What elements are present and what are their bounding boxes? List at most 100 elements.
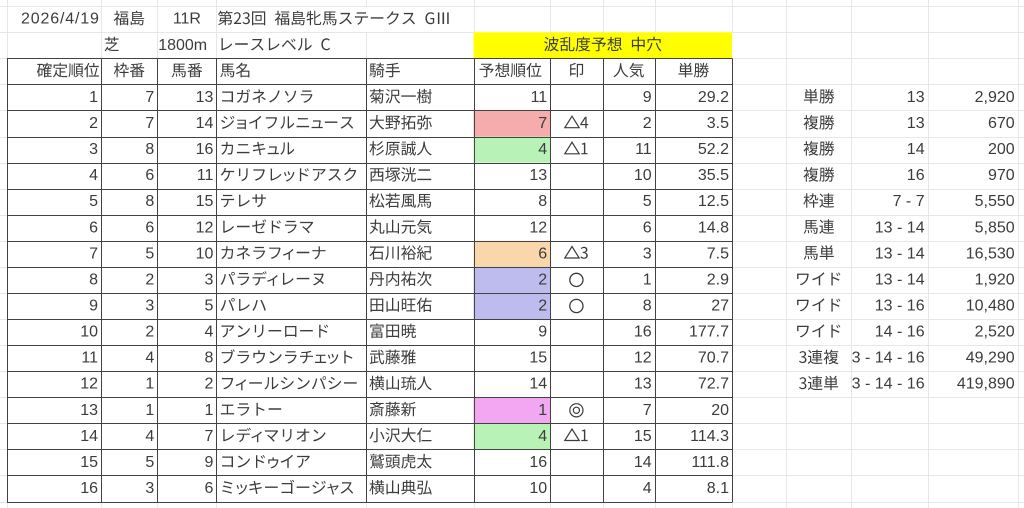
svg-text:10: 10 (80, 324, 98, 341)
svg-text:8: 8 (89, 271, 98, 288)
svg-text:11: 11 (197, 167, 214, 184)
svg-text:3: 3 (204, 271, 213, 288)
svg-text:29.2: 29.2 (698, 89, 729, 106)
svg-text:7: 7 (643, 402, 652, 419)
svg-text:8.1: 8.1 (707, 480, 729, 497)
svg-text:7: 7 (204, 428, 213, 445)
svg-text:16,530: 16,530 (966, 245, 1015, 262)
svg-text:3: 3 (145, 480, 154, 497)
svg-text:4: 4 (643, 480, 652, 497)
svg-text:6: 6 (204, 480, 213, 497)
svg-text:10,480: 10,480 (966, 298, 1015, 315)
svg-text:670: 670 (988, 115, 1015, 132)
svg-text:2,520: 2,520 (975, 324, 1015, 341)
svg-text:13: 13 (80, 402, 98, 419)
svg-text:1: 1 (538, 402, 547, 419)
svg-text:8: 8 (145, 193, 154, 210)
svg-text:2: 2 (145, 271, 154, 288)
svg-text:16: 16 (634, 324, 652, 341)
svg-text:6: 6 (538, 245, 547, 262)
svg-text:35.5: 35.5 (698, 167, 729, 184)
svg-text:5,550: 5,550 (975, 193, 1015, 210)
svg-text:3: 3 (643, 245, 652, 262)
svg-text:2: 2 (145, 324, 154, 341)
svg-text:9: 9 (204, 454, 213, 471)
svg-text:1: 1 (204, 402, 213, 419)
svg-text:10: 10 (634, 167, 652, 184)
svg-text:177.7: 177.7 (689, 324, 729, 341)
svg-text:49,290: 49,290 (966, 350, 1015, 367)
svg-text:7 - 7: 7 - 7 (893, 193, 925, 210)
svg-text:970: 970 (988, 167, 1015, 184)
svg-text:200: 200 (988, 141, 1015, 158)
svg-text:8: 8 (643, 298, 652, 315)
svg-text:7: 7 (145, 115, 154, 132)
svg-text:13: 13 (907, 89, 925, 106)
svg-text:14: 14 (634, 454, 652, 471)
svg-text:4: 4 (204, 324, 213, 341)
svg-text:13 - 14: 13 - 14 (875, 219, 925, 236)
svg-text:4: 4 (89, 167, 98, 184)
svg-text:3 - 14 - 16: 3 - 14 - 16 (852, 350, 925, 367)
svg-text:12.5: 12.5 (698, 193, 729, 210)
svg-text:14 - 16: 14 - 16 (875, 324, 925, 341)
svg-text:13: 13 (907, 115, 925, 132)
svg-text:8: 8 (204, 350, 213, 367)
svg-text:15: 15 (80, 454, 98, 471)
svg-text:12: 12 (196, 219, 214, 236)
svg-text:3.5: 3.5 (707, 115, 729, 132)
svg-text:1,920: 1,920 (975, 271, 1015, 288)
svg-text:7.5: 7.5 (707, 245, 729, 262)
svg-text:27: 27 (711, 298, 729, 315)
svg-text:2: 2 (538, 271, 547, 288)
svg-text:5: 5 (145, 245, 154, 262)
svg-text:5: 5 (204, 298, 213, 315)
svg-text:14.8: 14.8 (698, 219, 729, 236)
svg-text:4: 4 (538, 141, 547, 158)
svg-text:13: 13 (529, 167, 547, 184)
svg-text:4: 4 (145, 350, 154, 367)
svg-text:6: 6 (145, 167, 154, 184)
svg-text:4: 4 (538, 428, 547, 445)
svg-text:15: 15 (529, 350, 547, 367)
svg-text:3: 3 (145, 298, 154, 315)
svg-text:12: 12 (634, 350, 652, 367)
svg-text:111.8: 111.8 (691, 454, 729, 471)
svg-text:7: 7 (538, 115, 547, 132)
svg-text:11: 11 (635, 141, 652, 158)
svg-text:2026/4/19: 2026/4/19 (21, 11, 100, 28)
svg-text:15: 15 (196, 193, 214, 210)
svg-text:70.7: 70.7 (698, 350, 729, 367)
svg-text:12: 12 (529, 219, 547, 236)
svg-text:14: 14 (907, 141, 925, 158)
svg-text:4: 4 (145, 428, 154, 445)
svg-text:2.9: 2.9 (707, 271, 729, 288)
svg-text:1800m: 1800m (158, 37, 207, 54)
svg-text:16: 16 (80, 480, 98, 497)
svg-text:13 - 16: 13 - 16 (875, 298, 925, 315)
svg-text:16: 16 (907, 167, 925, 184)
svg-text:1: 1 (145, 402, 154, 419)
svg-text:9: 9 (643, 89, 652, 106)
svg-text:16: 16 (529, 454, 547, 471)
svg-text:11R: 11R (173, 11, 201, 28)
svg-text:9: 9 (538, 324, 547, 341)
svg-text:10: 10 (529, 480, 547, 497)
svg-text:5: 5 (643, 193, 652, 210)
svg-text:9: 9 (89, 298, 98, 315)
svg-text:3 - 14 - 16: 3 - 14 - 16 (852, 376, 925, 393)
svg-text:6: 6 (145, 219, 154, 236)
svg-text:7: 7 (89, 245, 98, 262)
svg-text:8: 8 (145, 141, 154, 158)
svg-text:419,890: 419,890 (957, 376, 1015, 393)
svg-text:11: 11 (531, 89, 548, 106)
svg-text:1: 1 (643, 271, 652, 288)
svg-text:2: 2 (643, 115, 652, 132)
svg-text:11: 11 (81, 350, 98, 367)
svg-text:16: 16 (196, 141, 214, 158)
svg-text:8: 8 (538, 193, 547, 210)
svg-text:2: 2 (538, 298, 547, 315)
svg-text:6: 6 (89, 219, 98, 236)
svg-text:3: 3 (89, 141, 98, 158)
svg-text:6: 6 (643, 219, 652, 236)
